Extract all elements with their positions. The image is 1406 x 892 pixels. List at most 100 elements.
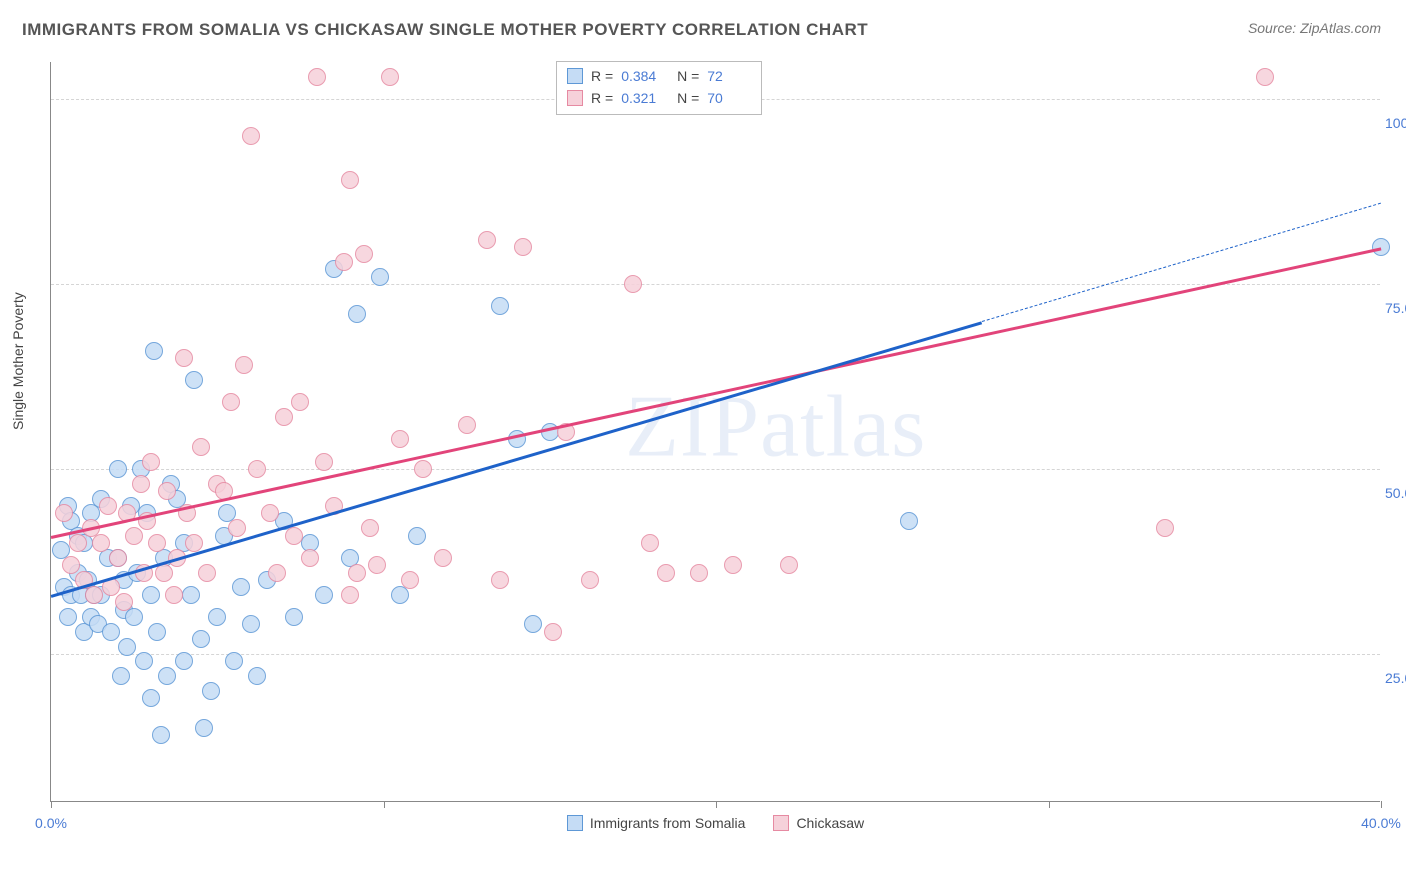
scatter-point [125, 527, 143, 545]
scatter-point [155, 564, 173, 582]
watermark-text: ZIPatlas [625, 376, 926, 477]
gridline [51, 284, 1380, 285]
legend-swatch [567, 815, 583, 831]
scatter-point [900, 512, 918, 530]
scatter-point [690, 564, 708, 582]
legend-row: R =0.384 N =72 [567, 65, 751, 87]
scatter-point [192, 438, 210, 456]
scatter-point [145, 342, 163, 360]
x-tick-mark [384, 801, 385, 808]
y-axis-label: Single Mother Poverty [10, 292, 26, 430]
scatter-point [135, 652, 153, 670]
y-tick-label: 50.0% [1385, 485, 1406, 501]
scatter-point [308, 68, 326, 86]
scatter-point [724, 556, 742, 574]
scatter-point [202, 682, 220, 700]
scatter-point [391, 430, 409, 448]
r-label: R = [591, 90, 613, 106]
x-tick-label: 0.0% [35, 815, 67, 831]
scatter-point [261, 504, 279, 522]
scatter-point [102, 623, 120, 641]
scatter-point [158, 667, 176, 685]
scatter-point [544, 623, 562, 641]
x-tick-label: 40.0% [1361, 815, 1401, 831]
scatter-point [624, 275, 642, 293]
scatter-point [491, 297, 509, 315]
legend-swatch [567, 90, 583, 106]
scatter-point [414, 460, 432, 478]
scatter-point [118, 638, 136, 656]
scatter-point [478, 231, 496, 249]
scatter-point [458, 416, 476, 434]
scatter-point [401, 571, 419, 589]
scatter-point [55, 504, 73, 522]
scatter-point [524, 615, 542, 633]
scatter-point [315, 586, 333, 604]
scatter-point [125, 608, 143, 626]
n-value: 70 [707, 90, 751, 106]
legend-label: Chickasaw [796, 815, 864, 831]
scatter-point [165, 586, 183, 604]
scatter-point [315, 453, 333, 471]
scatter-point [368, 556, 386, 574]
scatter-point [1256, 68, 1274, 86]
scatter-point [355, 245, 373, 263]
gridline [51, 654, 1380, 655]
scatter-point [641, 534, 659, 552]
scatter-point [228, 519, 246, 537]
scatter-plot-area: ZIPatlas R =0.384 N =72R =0.321 N =70 Im… [50, 62, 1380, 802]
scatter-point [182, 586, 200, 604]
scatter-point [780, 556, 798, 574]
scatter-point [148, 623, 166, 641]
scatter-point [69, 534, 87, 552]
trend-line [51, 247, 1382, 538]
n-label: N = [673, 68, 699, 84]
scatter-point [514, 238, 532, 256]
scatter-point [92, 534, 110, 552]
y-tick-label: 75.0% [1385, 300, 1406, 316]
scatter-point [341, 586, 359, 604]
series-legend: Immigrants from Somalia Chickasaw [51, 815, 1380, 831]
scatter-point [242, 127, 260, 145]
scatter-point [225, 652, 243, 670]
scatter-point [371, 268, 389, 286]
x-tick-mark [1049, 801, 1050, 808]
scatter-point [208, 608, 226, 626]
x-tick-mark [716, 801, 717, 808]
scatter-point [268, 564, 286, 582]
legend-item: Chickasaw [773, 815, 864, 831]
scatter-point [235, 356, 253, 374]
scatter-point [142, 689, 160, 707]
scatter-point [192, 630, 210, 648]
x-tick-mark [1381, 801, 1382, 808]
scatter-point [1156, 519, 1174, 537]
scatter-point [232, 578, 250, 596]
n-label: N = [673, 90, 699, 106]
scatter-point [242, 615, 260, 633]
y-tick-label: 100.0% [1385, 115, 1406, 131]
r-value: 0.321 [621, 90, 665, 106]
legend-swatch [567, 68, 583, 84]
scatter-point [109, 460, 127, 478]
scatter-point [59, 608, 77, 626]
scatter-point [85, 586, 103, 604]
scatter-point [112, 667, 130, 685]
scatter-point [148, 534, 166, 552]
chart-title: IMMIGRANTS FROM SOMALIA VS CHICKASAW SIN… [22, 20, 868, 40]
scatter-point [142, 586, 160, 604]
scatter-point [275, 408, 293, 426]
scatter-point [175, 349, 193, 367]
scatter-point [657, 564, 675, 582]
legend-item: Immigrants from Somalia [567, 815, 746, 831]
r-value: 0.384 [621, 68, 665, 84]
scatter-point [175, 652, 193, 670]
scatter-point [132, 475, 150, 493]
scatter-point [152, 726, 170, 744]
scatter-point [185, 371, 203, 389]
scatter-point [341, 171, 359, 189]
r-label: R = [591, 68, 613, 84]
source-attribution: Source: ZipAtlas.com [1248, 20, 1381, 36]
x-tick-mark [51, 801, 52, 808]
scatter-point [335, 253, 353, 271]
scatter-point [361, 519, 379, 537]
